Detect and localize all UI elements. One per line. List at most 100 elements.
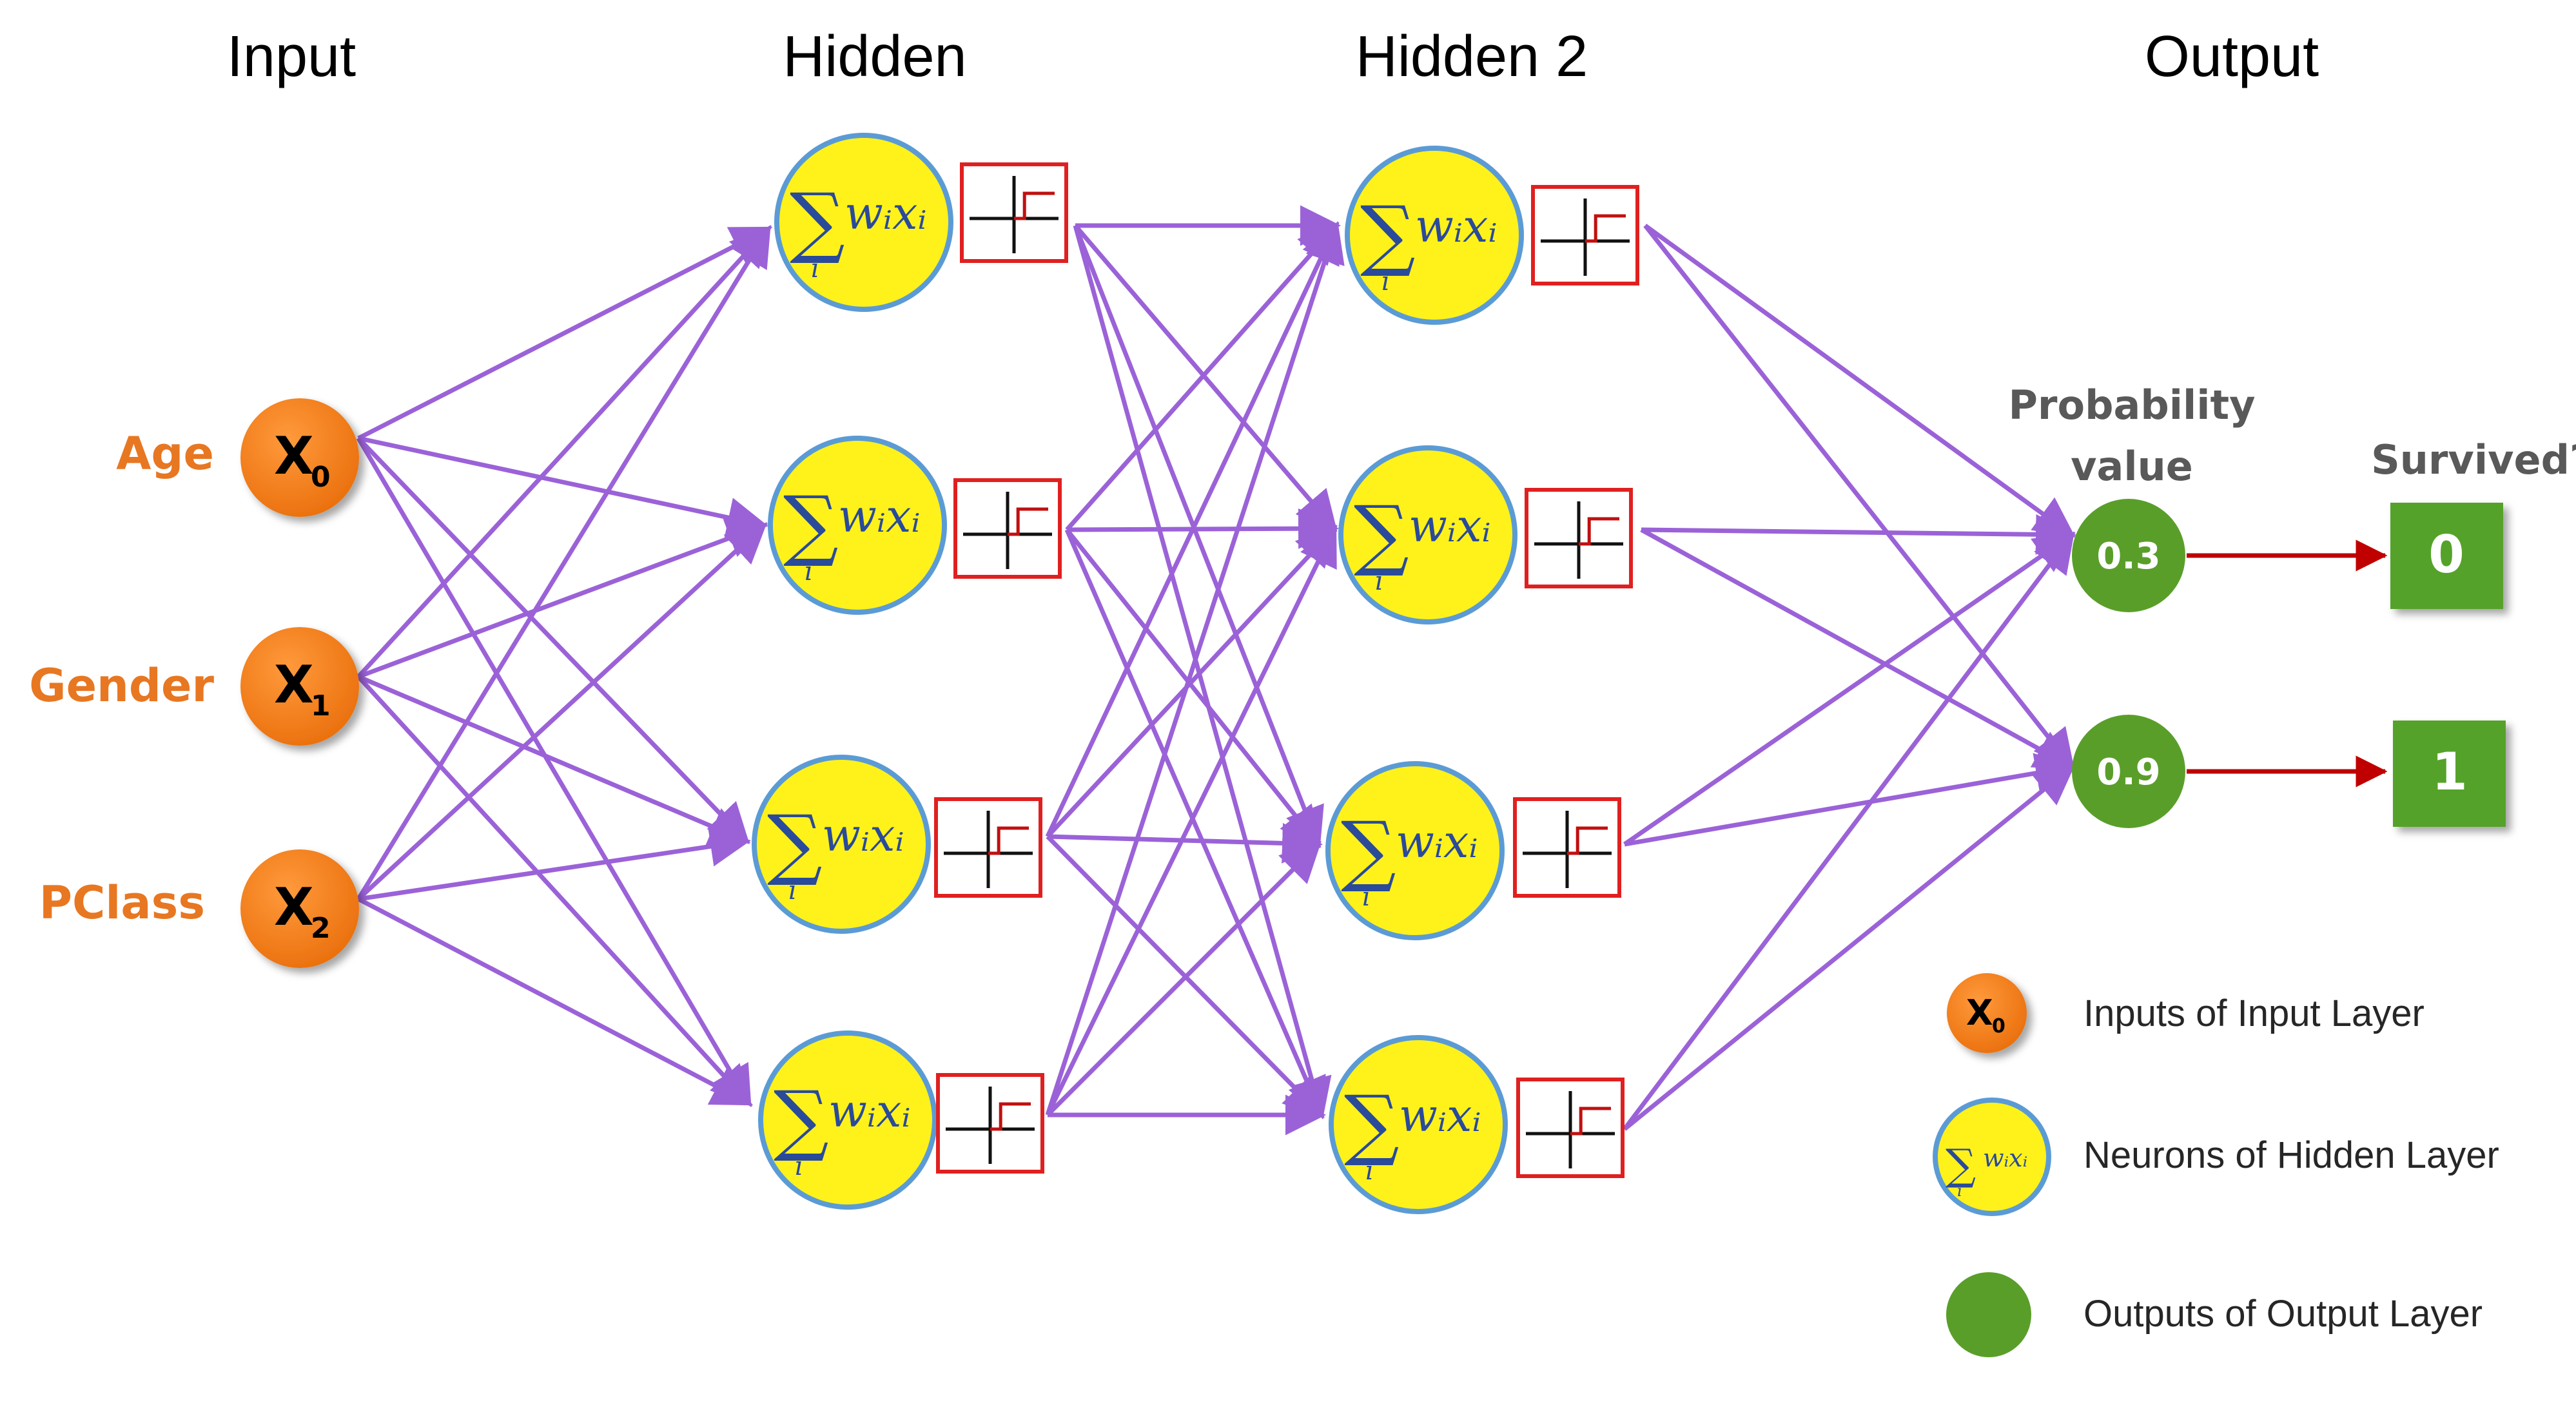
- neuron-icon: ∑ i wᵢxᵢ: [1933, 1098, 2051, 1216]
- edge-30: [1643, 224, 2075, 771]
- legend-input-subscript: 0: [1992, 1015, 2005, 1038]
- output-probability-1: 0.3: [2096, 536, 2160, 577]
- hidden1-activation-1-step-icon: [960, 162, 1068, 263]
- input-node-icon: [1947, 973, 2027, 1053]
- input-label-gender: Gender: [29, 659, 214, 712]
- edge-1: [357, 226, 773, 441]
- edge-27: [1046, 841, 1322, 1117]
- sum-index: i: [805, 557, 813, 586]
- survived-value-0: 0: [2428, 525, 2464, 585]
- input-node-gender: [240, 627, 359, 746]
- sum-index: i: [1365, 1156, 1374, 1186]
- edge-2: [358, 436, 768, 538]
- edge-25: [1045, 221, 1345, 1116]
- sum-symbol: ∑: [774, 1075, 829, 1165]
- edge-22: [1046, 525, 1338, 838]
- hidden1-activation-3-step-icon: [934, 797, 1042, 898]
- sum-index: i: [788, 876, 797, 905]
- edge-36: [1623, 764, 2076, 1131]
- sum-term: wᵢxᵢ: [1409, 499, 1491, 552]
- sum-index: i: [1381, 267, 1390, 296]
- edge-12: [357, 896, 754, 1106]
- edge-6: [357, 519, 768, 679]
- input-label-age: Age: [116, 427, 214, 480]
- edge-8: [356, 675, 752, 1107]
- hidden2-neuron-circle-1: [1345, 146, 1524, 325]
- input-symbol-x1: X: [274, 655, 314, 715]
- survived-header: Survived?: [2371, 436, 2576, 483]
- sum-symbol: ∑: [1341, 806, 1396, 895]
- edge-10: [356, 522, 768, 901]
- hidden1-neuron-circle-3: [752, 755, 931, 934]
- sum-term: wᵢxᵢ: [828, 1085, 911, 1137]
- hidden1-activation-2-step-icon: [953, 478, 1062, 579]
- output-layer: 0.3 0.9 0 1: [2072, 499, 2506, 828]
- sum-term: wᵢxᵢ: [838, 490, 921, 543]
- layer-title-output: Output: [2145, 24, 2319, 89]
- edge-7: [357, 674, 751, 846]
- input-label-pclass: PClass: [39, 876, 205, 929]
- edge-16: [1073, 225, 1332, 1119]
- hidden2-neuron-circle-3: [1325, 761, 1505, 940]
- edge-29: [1643, 224, 2076, 538]
- hidden1-neuron-circle-2: [768, 436, 947, 615]
- edge-21: [1045, 221, 1340, 838]
- output-node-2: [2072, 715, 2185, 828]
- hidden1-neuron-circle-4: [758, 1030, 937, 1210]
- sum-term: wᵢxᵢ: [844, 187, 927, 240]
- hidden2-neuron-circle-2: [1338, 445, 1517, 624]
- sum-symbol: ∑: [790, 177, 845, 267]
- hidden1-neuron-circle-1: [774, 133, 953, 312]
- input-node-age: [240, 398, 359, 517]
- input-symbol-x2: X: [274, 877, 314, 937]
- sum-symbol: ∑: [1360, 190, 1416, 280]
- legend-sum-symbol: ∑: [1946, 1140, 1976, 1190]
- sum-index: i: [1362, 882, 1371, 912]
- legend-label-outputs: Outputs of Output Layer: [2083, 1293, 2483, 1335]
- sum-symbol: ∑: [767, 799, 823, 889]
- edge-4: [356, 437, 752, 1108]
- output-node-icon: [1946, 1272, 2031, 1357]
- sum-term: wᵢxᵢ: [1415, 200, 1498, 253]
- edge-3: [356, 436, 750, 845]
- sum-index: i: [795, 1152, 803, 1181]
- sum-term: wᵢxᵢ: [1399, 1089, 1481, 1142]
- survived-box-0: [2390, 503, 2503, 609]
- edge-33: [1623, 532, 2076, 846]
- edge-31: [1641, 514, 2076, 555]
- legend-label-neurons: Neurons of Hidden Layer: [2083, 1134, 2499, 1176]
- connection-edges: [356, 205, 2076, 1136]
- edge-9: [356, 225, 771, 900]
- sum-index: i: [811, 254, 819, 284]
- sum-term: wᵢxᵢ: [1396, 815, 1478, 868]
- edge-32: [1640, 527, 2076, 769]
- hidden2-activation-4-step-icon: [1516, 1078, 1625, 1178]
- edge-19: [1065, 528, 1322, 848]
- edge-18: [1066, 508, 1339, 549]
- hidden2-activation-3-step-icon: [1513, 797, 1621, 898]
- layer-title-input: Input: [227, 24, 356, 89]
- edge-20: [1064, 528, 1326, 1119]
- input-subscript-2: 2: [311, 912, 331, 945]
- input-subscript-1: 1: [311, 690, 331, 722]
- hidden2-neuron-circle-4: [1329, 1035, 1508, 1214]
- legend-sum-index: i: [1957, 1182, 1962, 1200]
- sum-index: i: [1375, 566, 1383, 596]
- edge-34: [1624, 753, 2076, 847]
- sum-symbol: ∑: [783, 480, 839, 570]
- hidden1-activation-4-step-icon: [936, 1073, 1044, 1174]
- survived-value-1: 1: [2432, 742, 2468, 802]
- hidden2-activation-2-step-icon: [1525, 488, 1633, 588]
- probability-header-line1: Probability: [2008, 382, 2255, 429]
- layer-title-hidden: Hidden: [783, 24, 966, 89]
